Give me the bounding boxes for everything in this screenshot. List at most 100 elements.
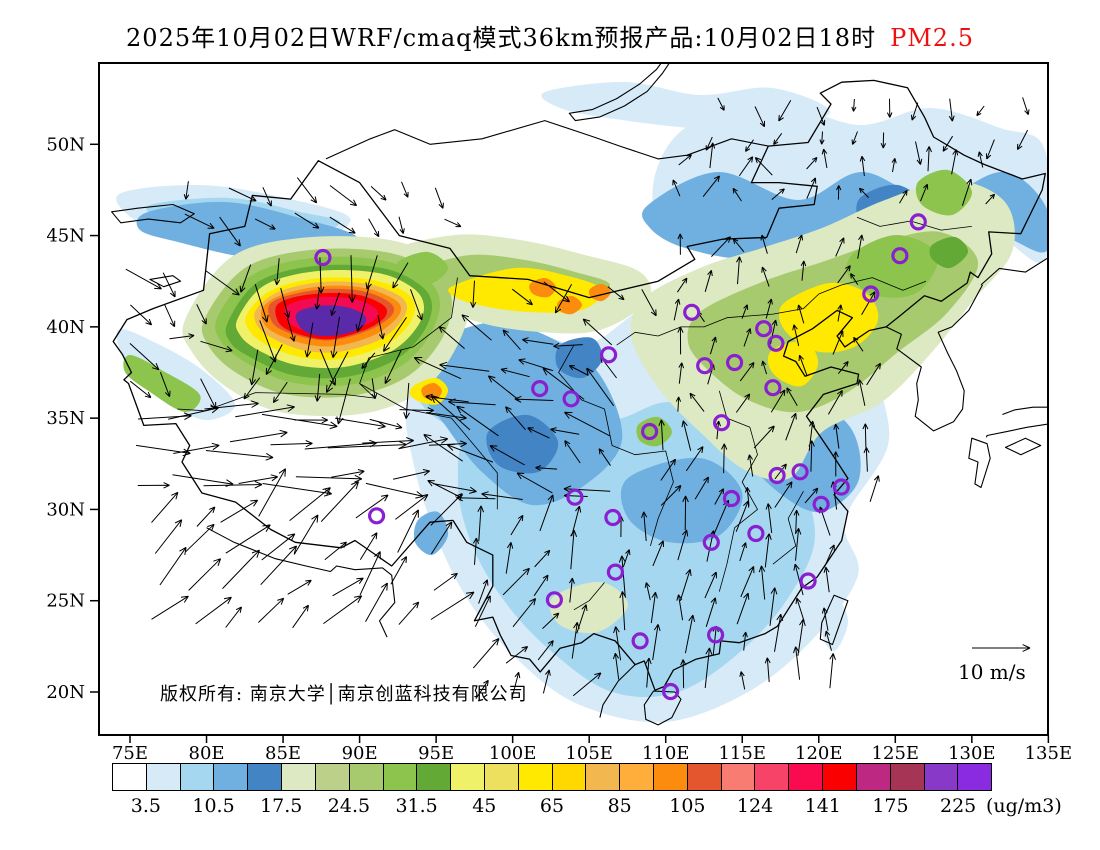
wind-arrow [304, 322, 314, 358]
wind-arrow [335, 417, 386, 430]
lat-tick-label: 20N [46, 682, 85, 703]
wind-arrow [543, 281, 570, 303]
wind-arrow [314, 374, 321, 402]
wind-arrow [433, 572, 458, 591]
wind-arrow [377, 315, 385, 340]
wind-arrow [403, 382, 410, 419]
wind-arrow [673, 298, 681, 321]
wind-arrow [985, 139, 995, 160]
wind-arrow [948, 98, 955, 122]
wind-arrow [792, 324, 800, 347]
lat-tick-label: 30N [46, 499, 85, 520]
wind-arrow [398, 601, 420, 625]
wind-arrow [709, 336, 717, 355]
wind-arrow [808, 420, 816, 451]
wind-arrow [274, 258, 281, 286]
wind-arrow [398, 216, 405, 234]
wind-arrow [426, 412, 467, 421]
wind-arrow [705, 597, 717, 627]
wind-arrow [294, 212, 320, 229]
colorbar-cell [619, 764, 653, 790]
wind-arrow [539, 494, 554, 532]
title-main: 2025年10月02日WRF/cmaq模式36km预报产品:10月02日18时 [126, 24, 877, 52]
city-marker [909, 213, 927, 231]
wind-arrow [618, 555, 626, 597]
wind-arrow [361, 352, 376, 369]
wind-arrow [327, 441, 407, 449]
wind-arrow [797, 304, 805, 324]
wind-arrow [505, 646, 529, 664]
coastline [599, 664, 636, 718]
wind-arrow [258, 597, 285, 623]
lon-tick-label: 115E [718, 743, 766, 764]
wind-arrow [196, 304, 207, 325]
wind-arrow [511, 288, 533, 306]
wind-arrow [800, 260, 807, 281]
colorbar-unit-label: (ug/m3) [986, 795, 1062, 817]
colorbar-tick-label: 141 [804, 795, 841, 817]
wind-arrow [684, 614, 696, 654]
wind-arrow [487, 375, 520, 401]
coastline [985, 423, 1048, 438]
coastline [885, 284, 983, 432]
city-marker [799, 572, 817, 590]
wind-arrow [368, 218, 380, 238]
wind-arrow [162, 272, 176, 298]
wind-arrow [151, 491, 179, 523]
wind-arrow [806, 177, 817, 199]
colorbar-cell [416, 764, 451, 790]
pm25-contour-fill [549, 581, 629, 634]
wind-arrow [682, 495, 689, 531]
city-marker [764, 379, 782, 397]
wind-arrow [705, 136, 713, 151]
coastline [1004, 437, 1042, 456]
wind-arrow [598, 448, 611, 466]
wind-arrow [510, 514, 524, 536]
city-marker [531, 380, 549, 398]
pm25-contour-fill [620, 457, 743, 544]
wind-arrow [430, 395, 471, 431]
wind-legend-label: 10 m/s [958, 660, 1026, 684]
city-marker [606, 563, 625, 581]
wind-arrow [456, 405, 499, 437]
wind-arrow [761, 360, 768, 375]
wind-arrow [423, 434, 463, 462]
wind-arrow [365, 482, 424, 499]
city-marker [702, 533, 720, 551]
wind-arrow [851, 131, 858, 145]
coastline [968, 437, 991, 489]
wind-arrow [976, 105, 985, 117]
wind-arrow [660, 458, 676, 481]
wind-arrow [744, 487, 751, 506]
colorbar-cell [213, 764, 248, 790]
wind-arrow [220, 499, 259, 523]
province-border [772, 491, 804, 565]
lon-tick-label: 90E [342, 743, 378, 764]
city-marker [755, 320, 773, 338]
wind-arrow [863, 447, 870, 472]
wind-arrow [439, 361, 490, 372]
wind-arrow [330, 316, 340, 358]
pm25-contour-fill [915, 169, 973, 216]
wind-arrow [794, 528, 802, 561]
province-border [177, 277, 458, 412]
wind-arrow [330, 292, 340, 316]
wind-arrow [758, 565, 766, 600]
wind-arrow [804, 487, 819, 504]
pm25-contour-fill [413, 511, 449, 556]
wind-arrow [280, 287, 291, 319]
wind-arrow [570, 529, 578, 570]
city-marker [722, 489, 741, 508]
wind-arrow [516, 472, 553, 494]
wind-arrow [769, 587, 778, 626]
wind-arrow [652, 624, 661, 661]
wind-arrow [478, 579, 489, 604]
colorbar-tick-label: 65 [539, 795, 565, 817]
wind-arrow [675, 396, 682, 412]
wind-arrow [622, 549, 631, 567]
city-marker [767, 334, 785, 352]
wind-arrow [761, 266, 770, 287]
wind-arrow [137, 482, 170, 489]
wind-arrow [1022, 97, 1030, 116]
wind-arrow [754, 106, 765, 128]
